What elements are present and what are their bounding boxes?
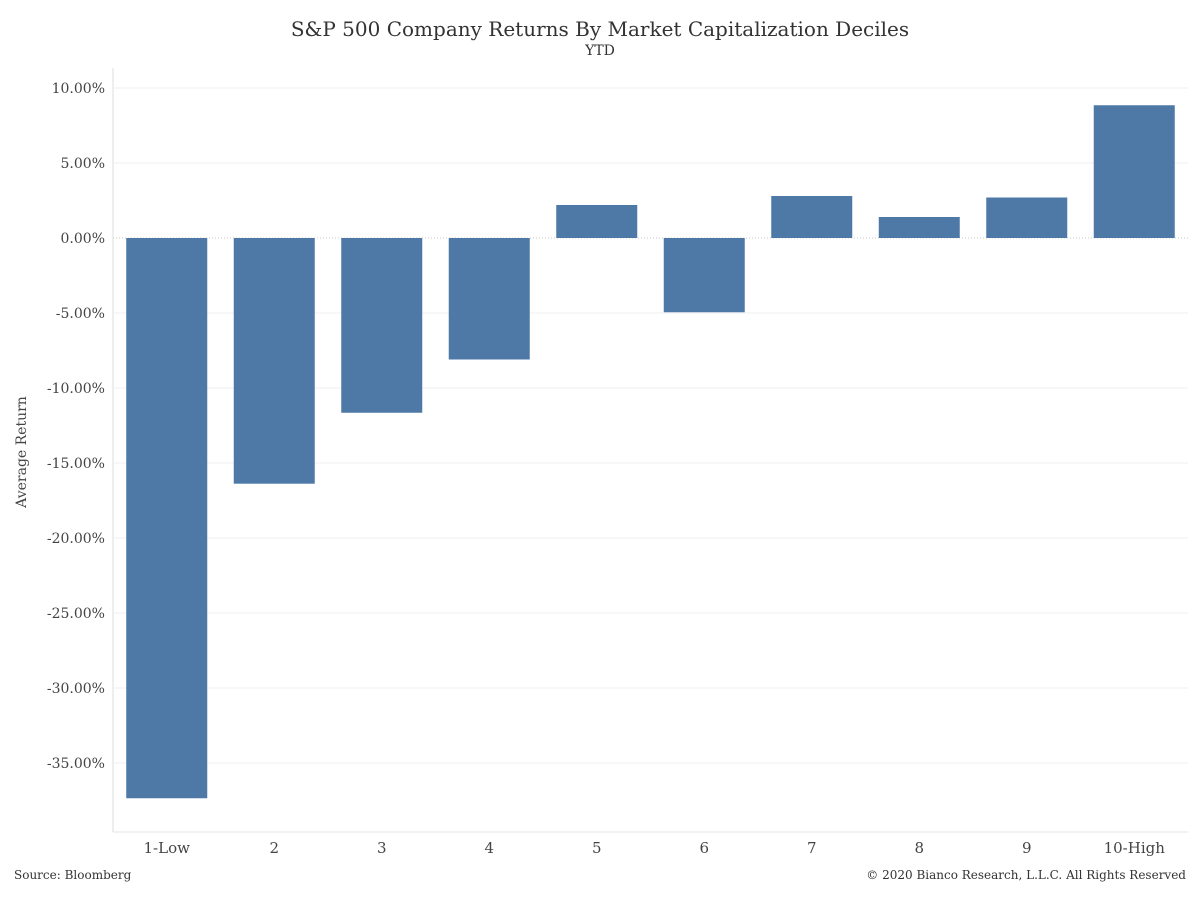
x-tick-label: 7 bbox=[807, 839, 817, 857]
bar bbox=[878, 217, 960, 238]
bar bbox=[341, 238, 423, 413]
x-tick-label: 9 bbox=[1022, 839, 1032, 857]
x-tick-label: 8 bbox=[914, 839, 924, 857]
x-tick-label: 5 bbox=[592, 839, 602, 857]
y-tick-label: -10.00% bbox=[47, 381, 105, 397]
y-tick-label: -35.00% bbox=[47, 756, 105, 772]
bar bbox=[448, 238, 530, 360]
y-tick-label: -25.00% bbox=[47, 606, 105, 622]
bar bbox=[126, 238, 208, 799]
x-tick-label: 1-Low bbox=[144, 839, 191, 857]
x-tick-label: 3 bbox=[377, 839, 387, 857]
x-tick-label: 6 bbox=[699, 839, 709, 857]
bar bbox=[1093, 105, 1175, 238]
copyright-note: © 2020 Bianco Research, L.L.C. All Right… bbox=[866, 868, 1186, 882]
y-tick-label: 0.00% bbox=[61, 231, 105, 247]
bar bbox=[771, 196, 853, 238]
y-tick-label: 5.00% bbox=[61, 156, 105, 172]
y-tick-label: -15.00% bbox=[47, 456, 105, 472]
x-tick-label: 10-High bbox=[1104, 839, 1166, 857]
bar bbox=[233, 238, 315, 484]
chart-title: S&P 500 Company Returns By Market Capita… bbox=[290, 17, 910, 41]
y-tick-label: 10.00% bbox=[52, 81, 105, 97]
source-note: Source: Bloomberg bbox=[14, 868, 132, 882]
y-tick-label: -20.00% bbox=[47, 531, 105, 547]
x-tick-label: 4 bbox=[484, 839, 494, 857]
y-tick-label: -5.00% bbox=[56, 306, 105, 322]
bar bbox=[556, 205, 638, 238]
bar bbox=[663, 238, 745, 313]
x-tick-label: 2 bbox=[269, 839, 279, 857]
chart-subtitle: YTD bbox=[585, 43, 615, 59]
bar bbox=[986, 197, 1068, 238]
y-tick-label: -30.00% bbox=[47, 681, 105, 697]
